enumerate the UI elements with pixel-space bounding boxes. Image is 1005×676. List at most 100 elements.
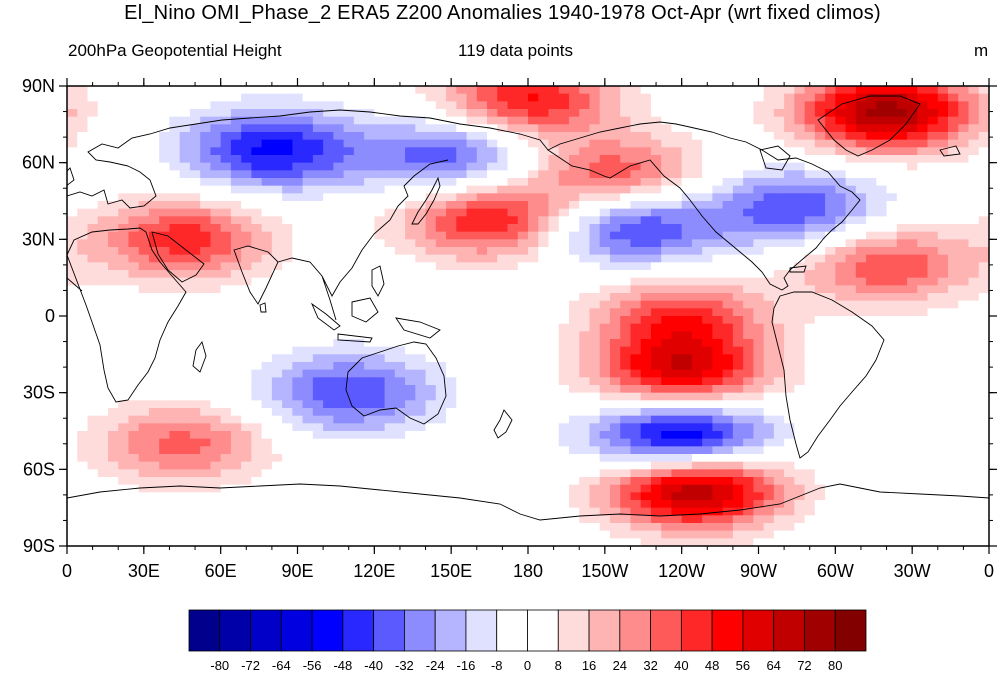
shading-cell (189, 392, 201, 401)
shading-cell (425, 392, 437, 401)
shading-cell (179, 339, 191, 348)
shading-cell (159, 185, 171, 194)
shading-cell (978, 477, 989, 486)
shading-cell (896, 354, 908, 363)
shading-cell (456, 323, 468, 332)
shading-cell (507, 438, 519, 447)
shading-cell (896, 116, 908, 125)
shading-cell (855, 362, 867, 371)
shading-cell (876, 170, 888, 179)
shading-cell (394, 385, 406, 394)
shading-cell (118, 224, 130, 233)
shading-cell (364, 86, 375, 95)
shading-cell (866, 477, 877, 486)
shading-cell (138, 469, 150, 478)
shading-cell (568, 454, 580, 463)
shading-cell (476, 400, 488, 409)
shading-cell (487, 300, 498, 309)
shading-cell (825, 201, 836, 210)
shading-cell (650, 193, 662, 202)
shading-cell (568, 109, 580, 118)
shading-cell (825, 254, 836, 263)
shading-cell (866, 408, 877, 417)
shading-cell (866, 369, 877, 378)
shading-cell (558, 201, 570, 210)
shading-cell (353, 185, 365, 194)
shading-cell (650, 300, 662, 309)
shading-cell (845, 170, 857, 179)
shading-cell (374, 193, 386, 202)
shading-cell (148, 477, 160, 486)
shading-cell (599, 377, 611, 386)
shading-cell (497, 185, 509, 194)
shading-cell (927, 385, 939, 394)
shading-cell (384, 400, 396, 409)
shading-cell (476, 178, 488, 187)
shading-cell (343, 454, 355, 463)
shading-cell (558, 178, 570, 187)
shading-cell (159, 354, 171, 363)
shading-cell (333, 362, 345, 371)
shading-cell (671, 300, 683, 309)
shading-cell (681, 86, 693, 95)
shading-cell (179, 185, 191, 194)
shading-cell (732, 116, 744, 125)
shading-cell (220, 377, 232, 386)
shading-cell (323, 400, 334, 409)
shading-cell (804, 116, 816, 125)
shading-cell (179, 454, 191, 463)
shading-cell (333, 155, 345, 164)
shading-cell (476, 331, 488, 340)
shading-cell (866, 139, 877, 148)
shading-cell (87, 423, 99, 432)
shading-cell (405, 193, 416, 202)
shading-cell (271, 446, 283, 455)
shading-cell (630, 185, 642, 194)
shading-cell (691, 308, 703, 317)
shading-cell (138, 377, 150, 386)
shading-cell (435, 484, 447, 493)
shading-cell (681, 346, 693, 355)
shading-cell (568, 415, 580, 424)
shading-cell (302, 101, 314, 110)
shading-cell (978, 385, 989, 394)
shading-cell (876, 438, 888, 447)
shading-cell (640, 415, 652, 424)
shading-cell (97, 446, 109, 455)
shading-cell (353, 277, 365, 286)
shading-cell (743, 408, 754, 417)
shading-cell (558, 469, 570, 478)
shading-cell (77, 170, 89, 179)
shading-cell (220, 484, 232, 493)
shading-cell (210, 270, 222, 279)
shading-cell (282, 415, 293, 424)
shading-cell (579, 377, 591, 386)
shading-cell (886, 438, 898, 447)
shading-cell (107, 454, 119, 463)
shading-cell (517, 300, 529, 309)
shading-cell (67, 293, 78, 302)
shading-cell (67, 109, 78, 118)
shading-cell (271, 331, 283, 340)
shading-cell (907, 132, 918, 141)
shading-cell (343, 139, 355, 148)
shading-cell (220, 354, 232, 363)
shading-cell (271, 231, 283, 240)
shading-cell (148, 231, 160, 240)
shading-cell (159, 316, 171, 325)
shading-cell (958, 93, 970, 102)
shading-cell (784, 162, 795, 171)
shading-cell (159, 339, 171, 348)
shading-cell (589, 262, 601, 271)
shading-cell (896, 385, 908, 394)
shading-cell (323, 300, 334, 309)
shading-cell (384, 415, 396, 424)
shading-cell (179, 224, 191, 233)
shading-cell (722, 339, 734, 348)
shading-cell (978, 316, 989, 325)
shading-cell (189, 507, 201, 516)
shading-cell (159, 346, 171, 355)
shading-cell (497, 293, 509, 302)
shading-cell (558, 124, 570, 133)
shading-cell (394, 400, 406, 409)
